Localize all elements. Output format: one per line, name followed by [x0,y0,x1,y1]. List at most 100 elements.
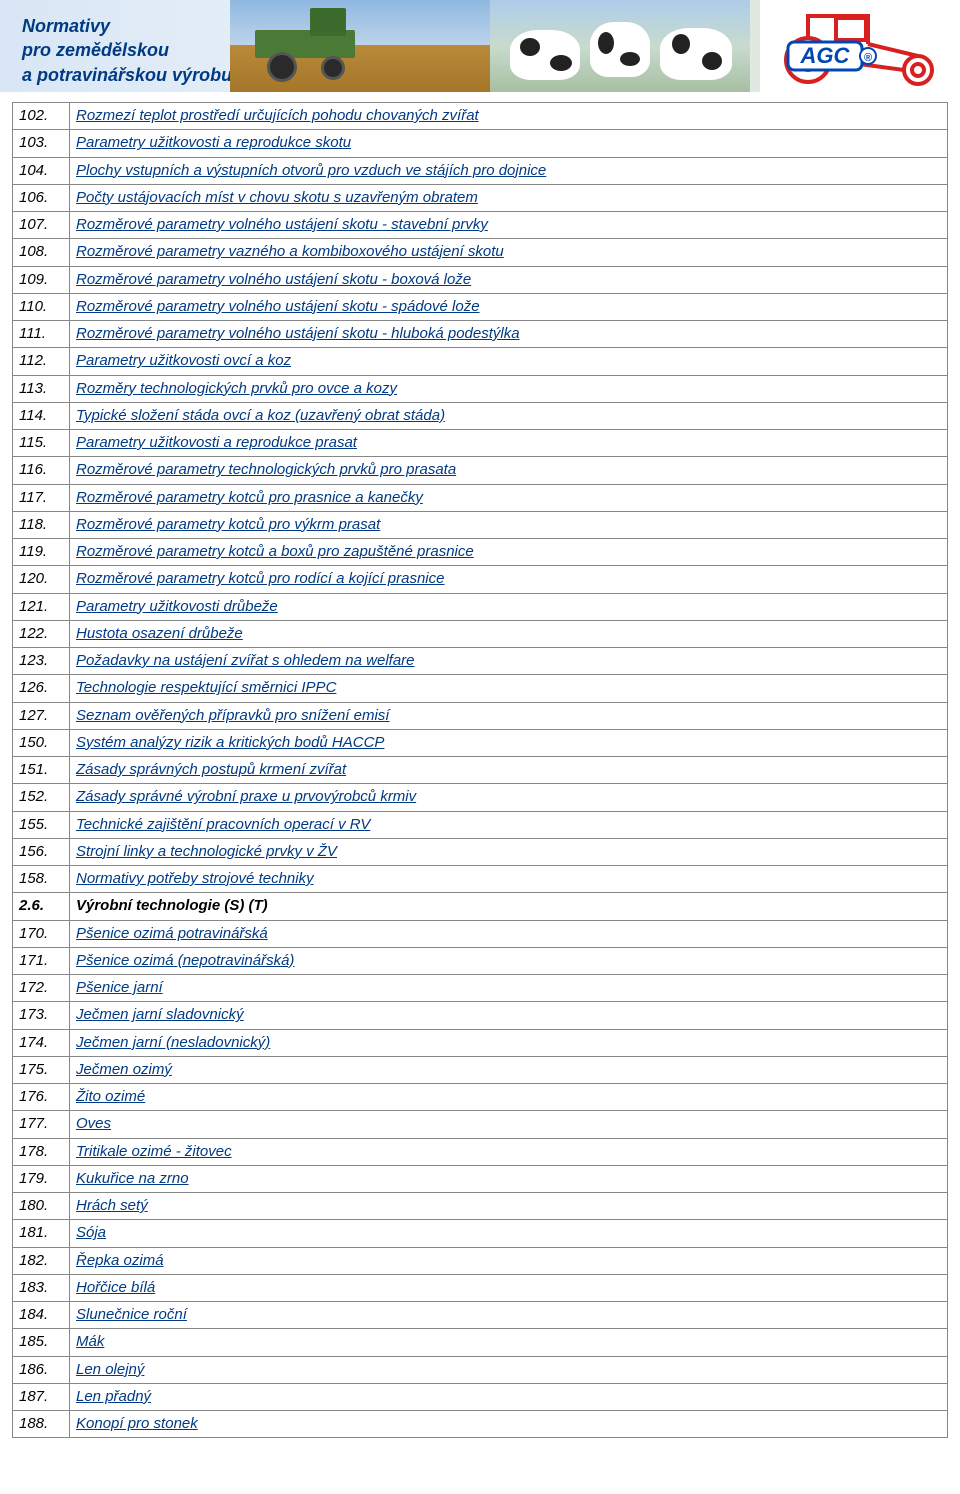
table-row[interactable]: 110.Rozměrové parametry volného ustájení… [13,293,948,320]
row-link-text[interactable]: Parametry užitkovosti a reprodukce prasa… [70,430,948,457]
table-row[interactable]: 116.Rozměrové parametry technologických … [13,457,948,484]
table-row[interactable]: 126.Technologie respektující směrnici IP… [13,675,948,702]
table-row[interactable]: 183.Hořčice bílá [13,1274,948,1301]
table-row[interactable]: 184.Slunečnice roční [13,1302,948,1329]
row-link-text[interactable]: Parametry užitkovosti ovcí a koz [70,348,948,375]
row-link-text[interactable]: Rozměrové parametry kotců pro rodící a k… [70,566,948,593]
banner-title-line1: Normativy [22,14,232,38]
table-row[interactable]: 108.Rozměrové parametry vazného a kombib… [13,239,948,266]
row-link-text[interactable]: Rozměrové parametry kotců pro výkrm pras… [70,511,948,538]
row-link-text[interactable]: Rozměrové parametry volného ustájení sko… [70,266,948,293]
row-link-text[interactable]: Rozměrové parametry vazného a kombiboxov… [70,239,948,266]
table-row[interactable]: 109.Rozměrové parametry volného ustájení… [13,266,948,293]
table-row[interactable]: 180.Hrách setý [13,1193,948,1220]
table-row[interactable]: 158.Normativy potřeby strojové techniky [13,866,948,893]
table-row[interactable]: 112.Parametry užitkovosti ovcí a koz [13,348,948,375]
table-row[interactable]: 113.Rozměry technologických prvků pro ov… [13,375,948,402]
row-link-text[interactable]: Zásady správných postupů krmení zvířat [70,757,948,784]
row-link-text[interactable]: Konopí pro stonek [70,1411,948,1438]
table-row[interactable]: 186.Len olejný [13,1356,948,1383]
row-link-text[interactable]: Ječmen jarní (nesladovnický) [70,1029,948,1056]
row-link-text[interactable]: Len olejný [70,1356,948,1383]
row-link-text[interactable]: Sója [70,1220,948,1247]
row-link-text[interactable]: Hustota osazení drůbeže [70,620,948,647]
table-row[interactable]: 120.Rozměrové parametry kotců pro rodící… [13,566,948,593]
row-link-text[interactable]: Rozměrové parametry volného ustájení sko… [70,293,948,320]
row-link-text[interactable]: Počty ustájovacích míst v chovu skotu s … [70,184,948,211]
row-link-text[interactable]: Strojní linky a technologické prvky v ŽV [70,838,948,865]
table-row[interactable]: 151.Zásady správných postupů krmení zvíř… [13,757,948,784]
row-link-text[interactable]: Ječmen jarní sladovnický [70,1002,948,1029]
row-number: 184. [13,1302,70,1329]
row-link-text[interactable]: Technologie respektující směrnici IPPC [70,675,948,702]
row-number: 107. [13,212,70,239]
row-link-text[interactable]: Hořčice bílá [70,1274,948,1301]
row-link-text[interactable]: Slunečnice roční [70,1302,948,1329]
table-row[interactable]: 150.Systém analýzy rizik a kritických bo… [13,729,948,756]
table-row[interactable]: 111.Rozměrové parametry volného ustájení… [13,321,948,348]
row-link-text[interactable]: Rozměrové parametry volného ustájení sko… [70,212,948,239]
row-link-text[interactable]: Len přadný [70,1383,948,1410]
table-row[interactable]: 187.Len přadný [13,1383,948,1410]
row-link-text[interactable]: Pšenice ozimá (nepotravinářská) [70,947,948,974]
row-number: 2.6. [13,893,70,920]
row-link-text[interactable]: Rozměrové parametry kotců a boxů pro zap… [70,539,948,566]
table-row[interactable]: 188.Konopí pro stonek [13,1411,948,1438]
table-row[interactable]: 122.Hustota osazení drůbeže [13,620,948,647]
table-row[interactable]: 117.Rozměrové parametry kotců pro prasni… [13,484,948,511]
row-link-text[interactable]: Plochy vstupních a výstupních otvorů pro… [70,157,948,184]
row-link-text[interactable]: Seznam ověřených přípravků pro snížení e… [70,702,948,729]
table-row[interactable]: 171.Pšenice ozimá (nepotravinářská) [13,947,948,974]
table-row[interactable]: 173.Ječmen jarní sladovnický [13,1002,948,1029]
row-link-text[interactable]: Kukuřice na zrno [70,1165,948,1192]
table-row[interactable]: 182.Řepka ozimá [13,1247,948,1274]
row-link-text[interactable]: Rozměry technologických prvků pro ovce a… [70,375,948,402]
table-row[interactable]: 103.Parametry užitkovosti a reprodukce s… [13,130,948,157]
row-link-text[interactable]: Hrách setý [70,1193,948,1220]
row-link-text[interactable]: Parametry užitkovosti drůbeže [70,593,948,620]
table-row[interactable]: 115.Parametry užitkovosti a reprodukce p… [13,430,948,457]
table-row[interactable]: 114.Typické složení stáda ovcí a koz (uz… [13,402,948,429]
row-link-text[interactable]: Rozměrové parametry volného ustájení sko… [70,321,948,348]
row-link-text[interactable]: Rozměrové parametry technologických prvk… [70,457,948,484]
row-link-text[interactable]: Ječmen ozimý [70,1056,948,1083]
table-row[interactable]: 118.Rozměrové parametry kotců pro výkrm … [13,511,948,538]
row-link-text[interactable]: Normativy potřeby strojové techniky [70,866,948,893]
table-row[interactable]: 106.Počty ustájovacích míst v chovu skot… [13,184,948,211]
table-row[interactable]: 172.Pšenice jarní [13,975,948,1002]
table-row[interactable]: 107.Rozměrové parametry volného ustájení… [13,212,948,239]
table-row[interactable]: 102.Rozmezí teplot prostředí určujících … [13,103,948,130]
table-row[interactable]: 155.Technické zajištění pracovních opera… [13,811,948,838]
table-row[interactable]: 176.Žito ozimé [13,1084,948,1111]
row-link-text[interactable]: Typické složení stáda ovcí a koz (uzavře… [70,402,948,429]
row-link-text[interactable]: Zásady správné výrobní praxe u prvovýrob… [70,784,948,811]
row-link-text[interactable]: Mák [70,1329,948,1356]
row-link-text[interactable]: Rozměrové parametry kotců pro prasnice a… [70,484,948,511]
table-row[interactable]: 119.Rozměrové parametry kotců a boxů pro… [13,539,948,566]
row-link-text[interactable]: Systém analýzy rizik a kritických bodů H… [70,729,948,756]
row-link-text[interactable]: Požadavky na ustájení zvířat s ohledem n… [70,648,948,675]
table-row[interactable]: 170.Pšenice ozimá potravinářská [13,920,948,947]
row-link-text[interactable]: Technické zajištění pracovních operací v… [70,811,948,838]
table-row[interactable]: 127.Seznam ověřených přípravků pro sníže… [13,702,948,729]
row-link-text[interactable]: Pšenice ozimá potravinářská [70,920,948,947]
table-row[interactable]: 152.Zásady správné výrobní praxe u prvov… [13,784,948,811]
table-row[interactable]: 179.Kukuřice na zrno [13,1165,948,1192]
table-row[interactable]: 175.Ječmen ozimý [13,1056,948,1083]
table-row[interactable]: 181.Sója [13,1220,948,1247]
row-link-text[interactable]: Pšenice jarní [70,975,948,1002]
table-row[interactable]: 104.Plochy vstupních a výstupních otvorů… [13,157,948,184]
row-link-text[interactable]: Oves [70,1111,948,1138]
table-row[interactable]: 177.Oves [13,1111,948,1138]
row-link-text[interactable]: Parametry užitkovosti a reprodukce skotu [70,130,948,157]
table-row[interactable]: 185.Mák [13,1329,948,1356]
table-row[interactable]: 178.Tritikale ozimé - žitovec [13,1138,948,1165]
row-link-text[interactable]: Žito ozimé [70,1084,948,1111]
table-row[interactable]: 121.Parametry užitkovosti drůbeže [13,593,948,620]
table-row[interactable]: 156.Strojní linky a technologické prvky … [13,838,948,865]
row-link-text[interactable]: Řepka ozimá [70,1247,948,1274]
row-link-text[interactable]: Tritikale ozimé - žitovec [70,1138,948,1165]
table-row[interactable]: 174.Ječmen jarní (nesladovnický) [13,1029,948,1056]
row-link-text[interactable]: Rozmezí teplot prostředí určujících poho… [70,103,948,130]
table-row[interactable]: 123.Požadavky na ustájení zvířat s ohled… [13,648,948,675]
